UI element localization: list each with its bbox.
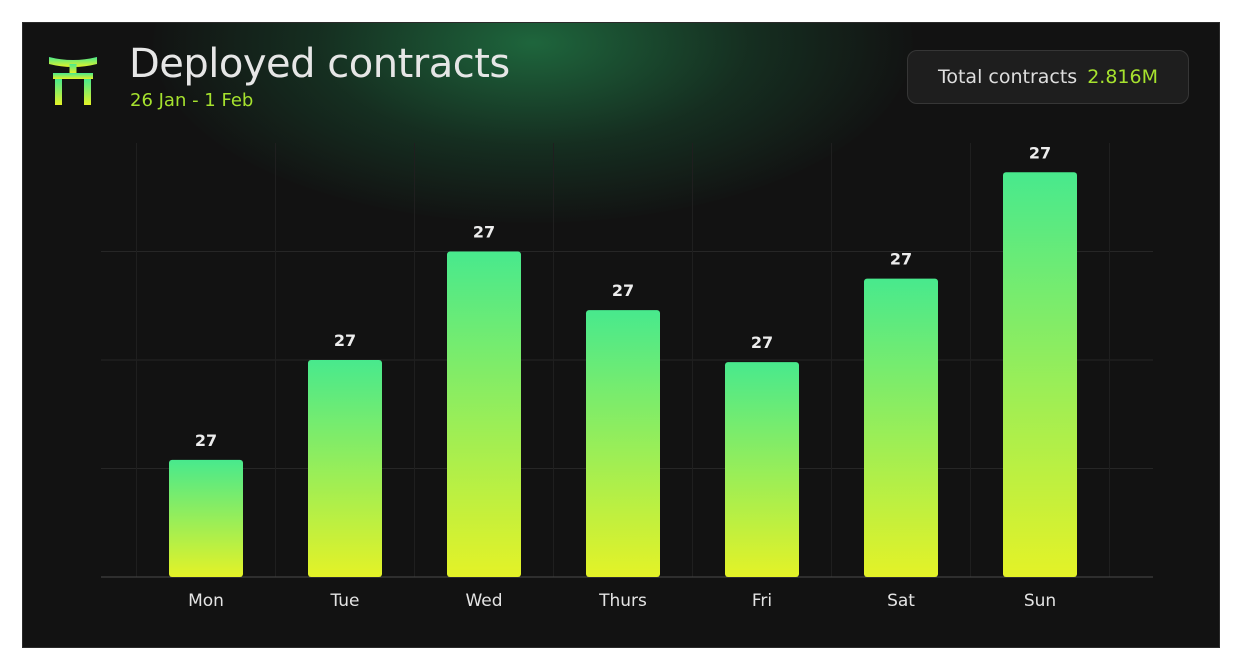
bar-tue (308, 360, 382, 577)
total-contracts-badge: Total contracts 2.816M (906, 50, 1189, 104)
data-label: 27 (890, 250, 912, 269)
data-label: 27 (612, 281, 634, 300)
torii-gate-icon (49, 57, 97, 105)
bar-sat (864, 278, 938, 577)
bar-thurs (586, 310, 660, 577)
bar-mon (169, 459, 243, 577)
x-tick-label: Fri (752, 591, 772, 611)
data-label: 27 (195, 431, 217, 450)
chart-title: Deployed contracts (129, 41, 510, 87)
grid (101, 143, 1153, 578)
data-label: 27 (334, 331, 356, 350)
x-tick-label: Sat (887, 591, 915, 611)
data-label: 27 (473, 223, 495, 242)
total-contracts-value: 2.816M (1087, 66, 1158, 88)
bar-sun (1003, 172, 1077, 578)
total-contracts-label: Total contracts (937, 66, 1078, 88)
bar-wed (447, 251, 521, 577)
date-range: 26 Jan - 1 Feb (130, 90, 254, 111)
x-tick-label: Sun (1024, 591, 1056, 611)
bars (169, 172, 1077, 578)
x-tick-label: Thurs (598, 591, 647, 611)
x-tick-label: Tue (329, 591, 359, 611)
data-label: 27 (1029, 143, 1051, 162)
labels: 27 Mon 27 Tue 27 Wed 27 Thurs 27 Fri 27 Sat 27 Sun (188, 143, 1056, 611)
chart-card: Deployed contracts 26 Jan - 1 Feb Total … (22, 22, 1220, 648)
data-label: 27 (751, 333, 773, 352)
x-tick-label: Wed (465, 591, 502, 611)
x-tick-label: Mon (188, 591, 224, 611)
bar-chart: 27 Mon 27 Tue 27 Wed 27 Thurs 27 Fri 27 Sat 27 Sun (101, 143, 1153, 611)
bar-fri (725, 362, 799, 577)
